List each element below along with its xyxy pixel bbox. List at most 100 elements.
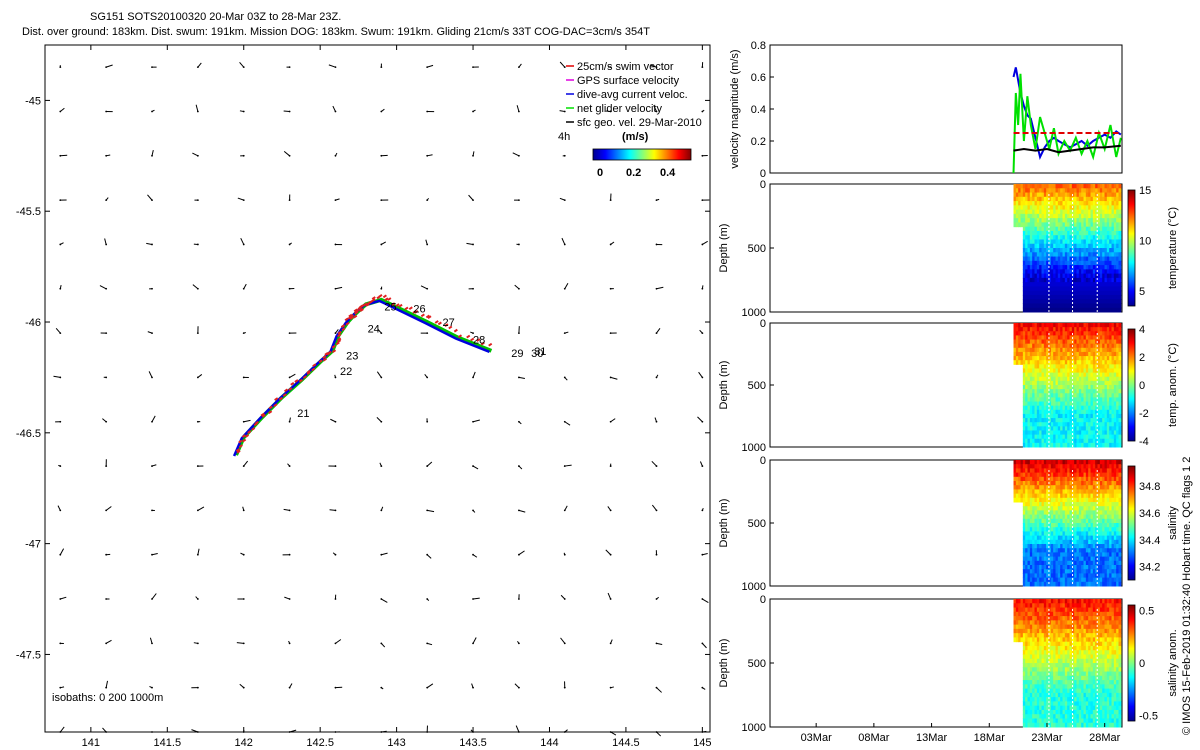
section-cell: [1029, 273, 1033, 279]
section-cell: [1081, 397, 1085, 403]
section-cell: [1074, 418, 1078, 423]
section-cell: [1057, 552, 1061, 558]
section-cell: [1088, 192, 1092, 198]
section-cell: [1064, 426, 1068, 431]
section-cell: [1118, 282, 1122, 287]
section-cell: [1076, 418, 1080, 423]
section-cell: [1076, 286, 1080, 292]
section-cell: [1083, 235, 1087, 240]
section-cell: [1022, 460, 1026, 465]
velocity-arrow-dot: [609, 110, 612, 113]
section-cell: [1029, 213, 1033, 219]
section-cell: [1106, 372, 1110, 378]
track-swim-vector: [480, 341, 485, 346]
section-cell: [1106, 230, 1110, 236]
section-cell: [1111, 430, 1115, 436]
section-cell: [1036, 709, 1040, 715]
section-cell: [1041, 577, 1045, 583]
velocity-arrow-dot: [196, 686, 199, 689]
section-cell: [1074, 485, 1078, 490]
section-cell: [1104, 539, 1108, 545]
section-cell: [1062, 327, 1066, 332]
section-cell: [1111, 497, 1115, 503]
section-cell: [1055, 260, 1059, 266]
section-cell: [1097, 573, 1101, 579]
section-cell: [1092, 327, 1096, 332]
section-cell: [1046, 650, 1050, 655]
section-cell: [1074, 506, 1078, 511]
section-cell: [1083, 489, 1087, 495]
section-cell: [1081, 184, 1085, 189]
section-cell: [1078, 205, 1082, 211]
section-cell: [1020, 468, 1024, 474]
section-cell: [1055, 573, 1059, 579]
section-cell: [1104, 510, 1108, 516]
section-cell: [1074, 184, 1078, 189]
section-cell: [1036, 701, 1040, 707]
section-cell: [1081, 460, 1085, 465]
section-cell: [1085, 472, 1089, 478]
section-cell: [1092, 518, 1096, 524]
section-cell: [1053, 422, 1057, 427]
section-cell: [1032, 645, 1036, 651]
section-cell: [1027, 327, 1031, 332]
track-swim-vector: [391, 302, 396, 306]
section-cell: [1036, 351, 1040, 357]
section-cell: [1015, 335, 1019, 341]
section-cell: [1050, 360, 1054, 365]
section-cell: [1088, 299, 1092, 304]
section-cell: [1088, 380, 1092, 386]
section-cell: [1113, 506, 1117, 511]
section-cell: [1071, 192, 1075, 198]
section-cell: [1085, 422, 1089, 427]
section-cell: [1057, 385, 1061, 390]
section-cell: [1083, 335, 1087, 341]
section-cell: [1039, 401, 1043, 407]
section-cell: [1076, 413, 1080, 419]
track-swim-vector: [327, 350, 332, 355]
section-cell: [1053, 502, 1057, 507]
section-cell: [1036, 230, 1040, 236]
section-cell: [1116, 356, 1120, 361]
section-cell: [1057, 405, 1061, 411]
section-cell: [1106, 184, 1110, 189]
section-cell: [1039, 603, 1043, 609]
section-cell: [1090, 205, 1094, 211]
section-cell: [1113, 327, 1117, 332]
section-cell: [1013, 599, 1017, 604]
section-cell: [1025, 307, 1029, 313]
section-cell: [1048, 531, 1052, 537]
section-cell: [1097, 393, 1101, 398]
section-cell: [1032, 654, 1036, 660]
section-cell: [1029, 434, 1033, 440]
velocity-arrow: [656, 286, 664, 290]
section-cell: [1109, 476, 1113, 482]
section-cell: [1043, 654, 1047, 660]
section-cell: [1106, 476, 1110, 482]
section-cell: [1102, 327, 1106, 332]
section-cell: [1111, 184, 1115, 189]
section-cell: [1067, 230, 1071, 236]
section-cell: [1071, 327, 1075, 332]
section-cell: [1015, 464, 1019, 469]
section-cell: [1018, 485, 1022, 490]
section-cell: [1092, 527, 1096, 532]
section-cell: [1048, 573, 1052, 579]
section-cell: [1032, 671, 1036, 677]
section-cell: [1090, 531, 1094, 537]
section-cell: [1085, 468, 1089, 474]
section-cell: [1092, 493, 1096, 499]
velocity-arrow-dot: [518, 465, 520, 467]
section-cell: [1076, 230, 1080, 236]
section-cell: [1076, 468, 1080, 474]
section-cell: [1050, 331, 1054, 336]
section-cell: [1053, 347, 1057, 353]
velocity-arrow-dot: [426, 465, 429, 467]
section-cell: [1095, 235, 1099, 240]
velocity-arrow-dot: [151, 420, 153, 423]
section-cell: [1102, 218, 1106, 223]
section-cell: [1039, 393, 1043, 398]
section-cell: [1027, 654, 1031, 660]
section-cell: [1062, 265, 1066, 270]
section-cell: [1076, 476, 1080, 482]
